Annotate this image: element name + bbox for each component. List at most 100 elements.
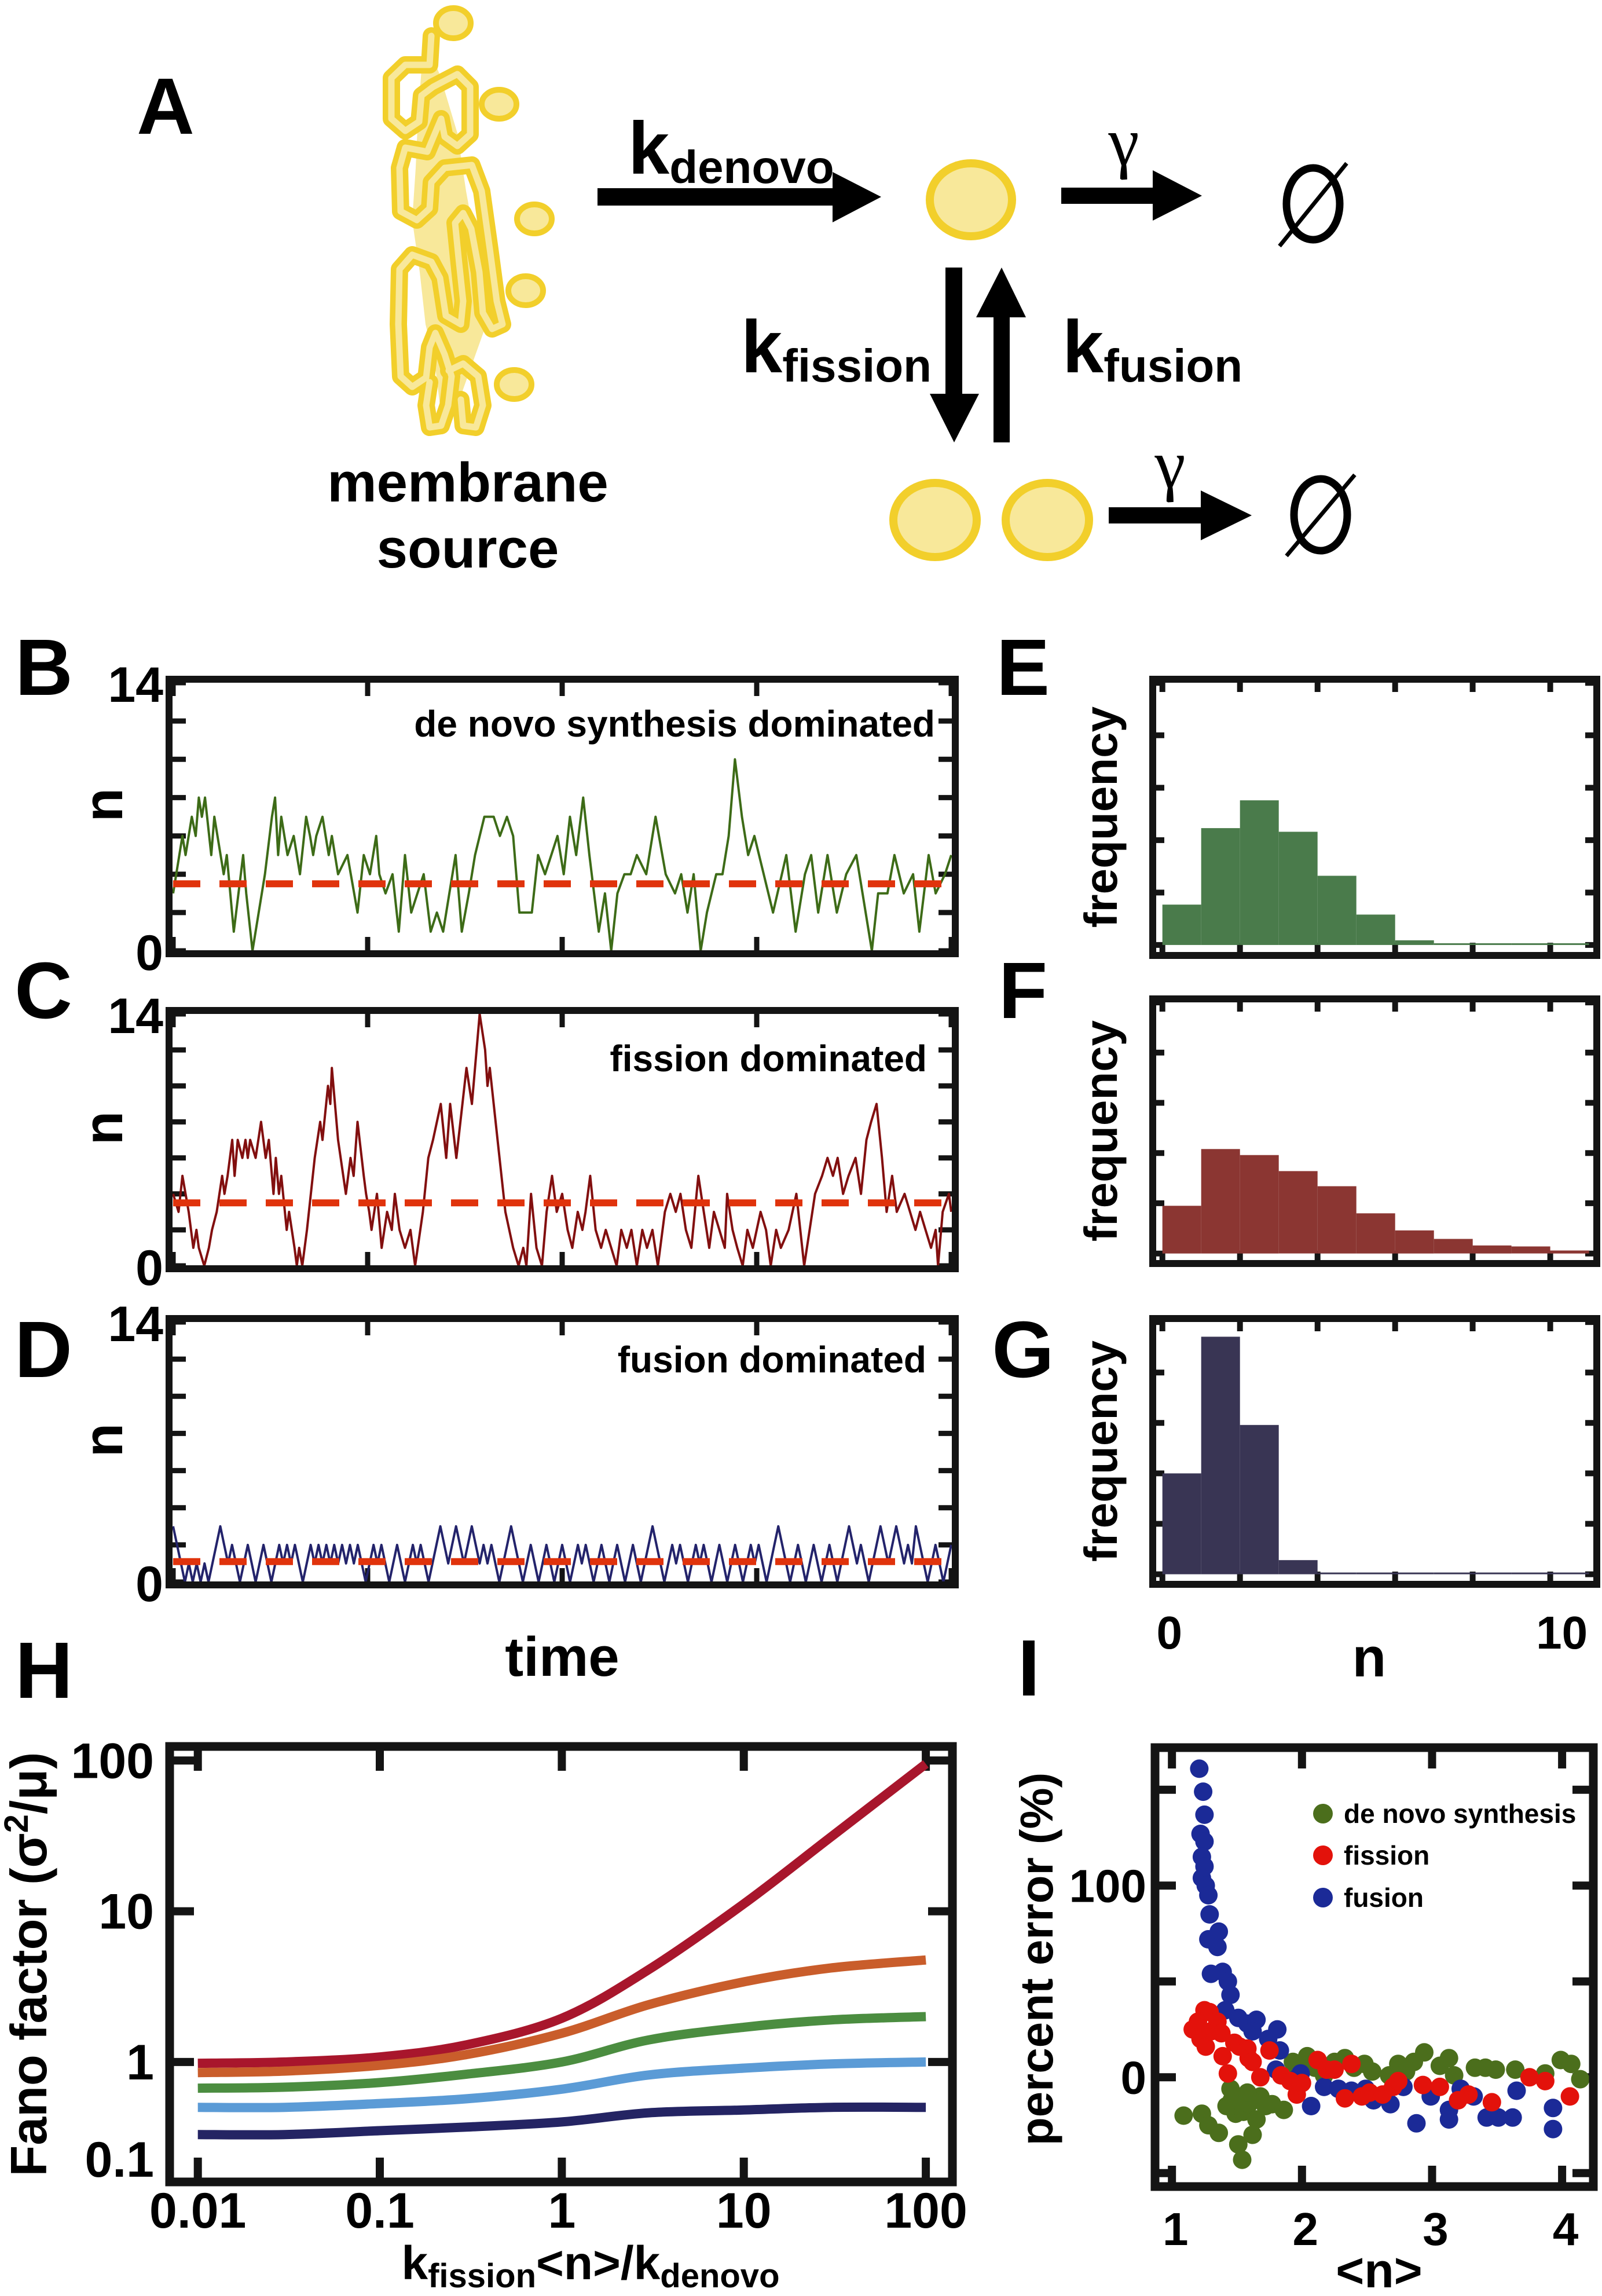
arrow-right-icon (1061, 170, 1202, 221)
gamma-label: γ (1108, 103, 1139, 180)
membrane-source-icon (383, 5, 555, 436)
histogram-bar (1162, 905, 1201, 945)
histogram-bar (1278, 1560, 1318, 1574)
histogram-bar (1317, 876, 1357, 945)
x-axis-title: n (1352, 1627, 1387, 1689)
y-tick-label: 10 (98, 1884, 154, 1940)
histogram-bar (1356, 1213, 1395, 1254)
scatter-point (1560, 2087, 1579, 2106)
legend-label: fission (1344, 1840, 1429, 1870)
budding-vesicle-icon (514, 202, 555, 236)
y-axis-title: frequency (1075, 1340, 1127, 1562)
y-axis-title: percent error (%) (1011, 1773, 1062, 2146)
scatter-point (1507, 2081, 1526, 2100)
scatter-point (1292, 2074, 1311, 2093)
k-fission-symbol: k (741, 306, 783, 389)
scatter-point (1208, 1938, 1227, 1957)
x-tick-label: 0 (1156, 1607, 1182, 1658)
scatter-point (1233, 2150, 1252, 2169)
vesicle-icon (889, 479, 981, 561)
legend-item-fission: fission (1313, 1840, 1429, 1870)
y-tick-label: 0 (135, 925, 163, 981)
scatter-point (1363, 2062, 1382, 2081)
y-tick-label: 14 (108, 657, 163, 713)
empty-set-slash (1278, 162, 1348, 248)
histogram-bar (1395, 940, 1434, 945)
arrow-up-icon (976, 268, 1026, 442)
y-tick-label: 1 (126, 2035, 154, 2090)
scatter-point (1459, 2085, 1478, 2104)
budding-vesicle-icon (433, 5, 474, 41)
scatter-point (1190, 1759, 1209, 1778)
scatter-point (1195, 1832, 1214, 1851)
plot-frame (1149, 676, 1600, 959)
panel-label-h: H (15, 1626, 73, 1715)
x-tick-label: 1 (548, 2183, 575, 2239)
legend-marker (1313, 1845, 1333, 1865)
k-fusion-symbol: k (1062, 306, 1104, 389)
scatter-point (1195, 1805, 1214, 1824)
histogram-bar (1356, 914, 1395, 945)
plot-frame (1149, 995, 1600, 1267)
x-tick-label: 3 (1423, 2203, 1449, 2255)
k-fission-label: kfission (741, 306, 932, 391)
scatter-point (1199, 1885, 1218, 1905)
empty-set-icon (1278, 162, 1348, 248)
scatter-point (1260, 2041, 1279, 2060)
plot-annotation: de novo synthesis dominated (414, 703, 935, 745)
scatter-point (1196, 2037, 1215, 2056)
legend-marker (1313, 1804, 1333, 1823)
scatter-series-de-novo-synthesis (1174, 2043, 1590, 2169)
histogram-bar (1511, 1246, 1550, 1254)
scatter-point (1415, 2043, 1434, 2062)
histogram-bar (1395, 1572, 1434, 1574)
membrane-source-label-line2: source (377, 518, 559, 580)
scatter-point (1430, 2077, 1449, 2096)
y-axis-title-part: /μ) (0, 1752, 57, 1815)
scatter-point (1407, 2114, 1426, 2133)
scatter-point (1243, 2022, 1262, 2041)
histogram-bar (1240, 1155, 1279, 1254)
scatter-point (1342, 2055, 1361, 2074)
trajectory-line (172, 758, 952, 952)
scatter-point (1413, 2075, 1432, 2094)
y-axis-title: n (72, 788, 134, 822)
histogram-bar (1201, 1336, 1240, 1574)
plot-frame (1150, 1743, 1598, 2191)
scatter-point (1251, 2068, 1270, 2087)
panel-label-e: E (996, 623, 1050, 712)
empty-set-icon (1285, 473, 1357, 558)
panel-label-i: I (1018, 1624, 1040, 1713)
legend-item-de-novo: de novo synthesis (1313, 1799, 1576, 1829)
y-tick-label: 0 (1121, 2052, 1147, 2103)
fano-curve (197, 2012, 926, 2093)
scatter-point (1325, 2060, 1344, 2079)
histogram-bar (1201, 1149, 1240, 1254)
histogram-bar (1278, 1171, 1318, 1254)
gamma-label: γ (1154, 426, 1185, 503)
scatter-point (1221, 1986, 1240, 2004)
vesicle-icon (1002, 479, 1093, 561)
membrane-source-label-line1: membrane (327, 452, 608, 514)
plot-frame (166, 676, 959, 957)
scatter-point (1212, 2024, 1231, 2043)
empty-set-ring (1282, 164, 1344, 244)
scatter-point (1229, 2135, 1248, 2154)
scatter-point (1336, 2089, 1354, 2108)
x-tick-label: 0.01 (149, 2183, 246, 2239)
scatter-point (1274, 2100, 1293, 2119)
histogram-fusion: frequency n 0 10 (1075, 1315, 1600, 1689)
histogram-bar (1434, 1572, 1473, 1574)
plot-frame (166, 1315, 959, 1588)
panel-label-a: A (137, 62, 195, 151)
fano-curve (197, 2102, 926, 2140)
scatter-point (1389, 2071, 1408, 2090)
x-tick-label: 2 (1293, 2203, 1319, 2255)
histogram-bar (1550, 943, 1589, 945)
y-axis-title: frequency (1075, 706, 1127, 928)
x-axis-title-subscript: denovo (660, 2257, 779, 2295)
y-tick-label: 0 (135, 1557, 163, 1612)
scatter-point (1503, 2108, 1522, 2127)
x-tick-label: 0.1 (345, 2183, 415, 2239)
histogram-bar (1472, 943, 1512, 945)
